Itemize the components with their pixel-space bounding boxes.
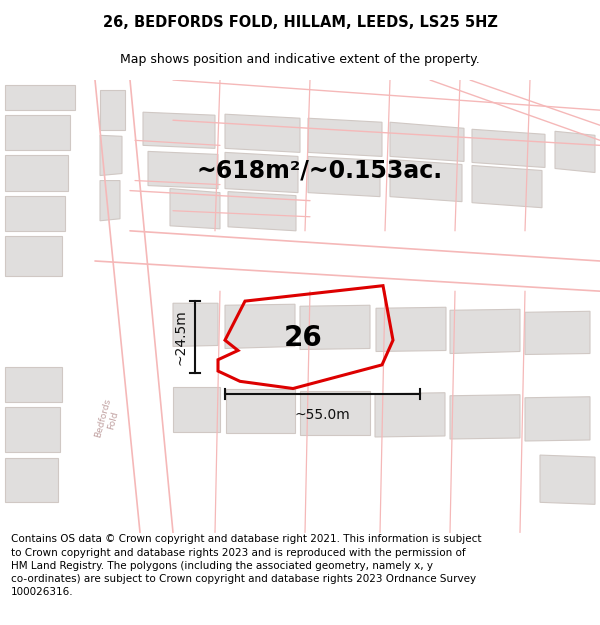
Polygon shape <box>5 85 75 110</box>
Text: Map shows position and indicative extent of the property.: Map shows position and indicative extent… <box>120 54 480 66</box>
Polygon shape <box>225 114 300 152</box>
Polygon shape <box>308 118 382 156</box>
Polygon shape <box>148 151 218 189</box>
Polygon shape <box>100 90 125 130</box>
Polygon shape <box>143 112 215 148</box>
Polygon shape <box>225 152 298 192</box>
Text: ~618m²/~0.153ac.: ~618m²/~0.153ac. <box>197 159 443 182</box>
Polygon shape <box>472 166 542 208</box>
Polygon shape <box>5 115 70 151</box>
Polygon shape <box>173 303 218 346</box>
Polygon shape <box>228 192 296 231</box>
Polygon shape <box>525 311 590 354</box>
Polygon shape <box>472 129 545 168</box>
Polygon shape <box>226 389 295 433</box>
Text: 26: 26 <box>284 324 323 352</box>
Polygon shape <box>100 135 122 176</box>
Text: Bedfords
Fold: Bedfords Fold <box>94 398 122 441</box>
Polygon shape <box>390 122 464 161</box>
Text: 26, BEDFORDS FOLD, HILLAM, LEEDS, LS25 5HZ: 26, BEDFORDS FOLD, HILLAM, LEEDS, LS25 5… <box>103 15 497 30</box>
Text: ~24.5m: ~24.5m <box>173 309 187 365</box>
Polygon shape <box>5 156 68 191</box>
Polygon shape <box>5 236 62 276</box>
Polygon shape <box>375 392 445 437</box>
Polygon shape <box>170 189 220 229</box>
Polygon shape <box>540 455 595 504</box>
Polygon shape <box>450 395 520 439</box>
Text: ~55.0m: ~55.0m <box>295 408 350 422</box>
Text: Contains OS data © Crown copyright and database right 2021. This information is : Contains OS data © Crown copyright and d… <box>11 534 481 597</box>
Polygon shape <box>5 367 62 402</box>
Polygon shape <box>308 156 380 197</box>
Polygon shape <box>300 305 370 349</box>
Polygon shape <box>100 181 120 221</box>
Polygon shape <box>5 196 65 231</box>
Polygon shape <box>173 387 220 432</box>
Polygon shape <box>225 304 295 349</box>
Polygon shape <box>390 159 462 202</box>
Polygon shape <box>5 458 58 503</box>
Polygon shape <box>450 309 520 354</box>
Polygon shape <box>525 397 590 441</box>
Polygon shape <box>555 131 595 173</box>
Polygon shape <box>376 308 446 351</box>
Polygon shape <box>300 391 370 435</box>
Polygon shape <box>5 407 60 452</box>
